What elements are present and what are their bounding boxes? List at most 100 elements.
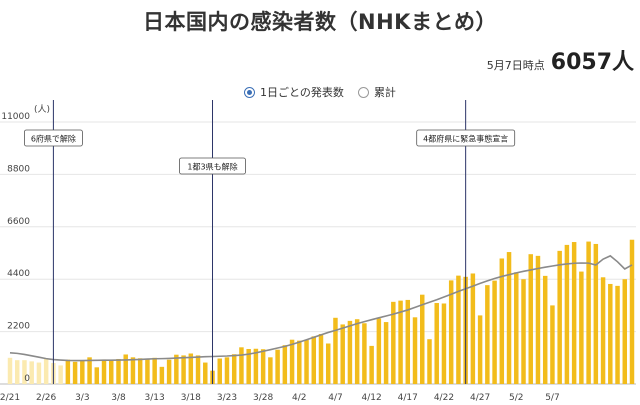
x-tick-label: 4/22 [434, 393, 454, 403]
chart-axes: 0 2200 4400 6600 8800 11000 (人) 2/21 2/26 3/3 3/8 3… [0, 104, 560, 403]
daily-bar [550, 305, 555, 384]
cumulative-option[interactable]: 累計 [357, 84, 396, 100]
daily-bar [94, 367, 100, 384]
daily-bar [376, 318, 382, 384]
daily-option[interactable]: 1日ごとの発表数 [244, 84, 344, 100]
daily-bar [499, 258, 505, 384]
daily-bar [477, 315, 483, 384]
daily-bar [535, 255, 541, 384]
daily-bar [123, 354, 128, 384]
daily-bar [304, 339, 309, 384]
daily-bar [14, 360, 20, 384]
daily-bar [600, 277, 606, 384]
daily-bar [268, 357, 273, 384]
x-tick-label: 5/2 [509, 393, 523, 403]
x-tick-label: 5/7 [545, 393, 559, 403]
daily-bar [542, 275, 548, 384]
daily-bar [318, 333, 324, 384]
annotation-box [179, 157, 246, 175]
daily-bar [116, 358, 121, 384]
x-tick-label: 3/28 [253, 393, 273, 403]
x-tick-label: 4/27 [470, 393, 490, 403]
daily-option-label: 1日ごとの発表数 [260, 86, 344, 99]
daily-bar [239, 347, 244, 384]
daily-bar [564, 244, 570, 384]
daily-bar [22, 360, 27, 384]
x-tick-label: 3/8 [111, 393, 126, 403]
daily-bar [434, 303, 439, 384]
cumulative-radio-icon[interactable] [357, 86, 369, 98]
daily-bar [391, 301, 396, 384]
annotation-label: 6府県で解除 [31, 134, 76, 144]
y-tick-label: 11000 [1, 112, 30, 122]
daily-bar [412, 317, 418, 384]
daily-radio-icon[interactable] [244, 86, 256, 98]
daily-bar [622, 279, 628, 384]
daily-bar [87, 357, 92, 384]
daily-bar [427, 339, 432, 384]
daily-bars [7, 239, 635, 384]
daily-bar [203, 362, 208, 384]
cumulative-option-label: 累計 [373, 86, 396, 99]
daily-bar [152, 357, 157, 384]
annotations: 6府県で解除 1都3県も解除 4都府県に緊急事態宣言 [23, 100, 516, 384]
annotation-label: 4都府県に緊急事態宣言 [423, 134, 508, 144]
daily-bar [181, 355, 186, 384]
daily-bar [29, 361, 34, 384]
annotation-box [416, 129, 516, 147]
daily-bar [217, 358, 222, 384]
latest-count: 5月7日時点 6057人 [487, 44, 634, 76]
daily-bar [593, 243, 599, 384]
daily-bar [325, 343, 331, 384]
daily-bar [485, 285, 490, 384]
daily-bar [297, 340, 302, 384]
latest-count-value: 6057人 [550, 50, 634, 75]
daily-bar [159, 366, 165, 384]
daily-bar [36, 362, 42, 384]
daily-bar [224, 357, 230, 384]
daily-bar [521, 279, 526, 384]
as-of-date: 5月7日時点 [486, 59, 545, 72]
x-tick-label: 3/3 [75, 393, 89, 403]
daily-bar [629, 239, 635, 384]
daily-bar [311, 336, 317, 384]
daily-bar [101, 359, 107, 384]
daily-bar [65, 359, 71, 384]
daily-bar [80, 360, 85, 384]
daily-bar [130, 357, 136, 384]
daily-bar [347, 320, 353, 384]
daily-bar [275, 349, 280, 384]
y-tick-label: 2200 [7, 322, 30, 332]
daily-bar [615, 285, 620, 384]
daily-bar [354, 319, 360, 384]
daily-bar [340, 324, 345, 384]
daily-bar [260, 349, 266, 384]
annotation-label: 1都3県も解除 [187, 162, 237, 172]
daily-bar [557, 250, 562, 384]
chart-grid [0, 121, 636, 385]
daily-bar [231, 354, 237, 384]
daily-bar [608, 283, 613, 384]
daily-bar [253, 348, 259, 384]
daily-bar [420, 294, 425, 384]
x-tick-label: 4/7 [328, 393, 342, 403]
daily-bar [333, 317, 338, 384]
x-tick-label: 4/12 [362, 393, 382, 403]
daily-bar [109, 360, 114, 384]
view-toggle: 1日ごとの発表数 累計 [0, 84, 640, 100]
daily-bar [174, 354, 179, 384]
daily-bar [506, 252, 512, 384]
y-tick-label: 0 [24, 374, 30, 384]
daily-bar [528, 254, 533, 384]
daily-bar [72, 361, 78, 384]
daily-bar [579, 271, 584, 384]
daily-bar [43, 358, 49, 384]
daily-bar [398, 300, 403, 384]
x-tick-label: 3/23 [217, 393, 237, 403]
x-tick-label: 4/17 [398, 393, 418, 403]
daily-bar [166, 359, 172, 384]
x-tick-label: 2/21 [0, 393, 20, 403]
y-unit-label: (人) [34, 104, 50, 115]
daily-bar [383, 322, 389, 384]
daily-bar [137, 358, 143, 384]
